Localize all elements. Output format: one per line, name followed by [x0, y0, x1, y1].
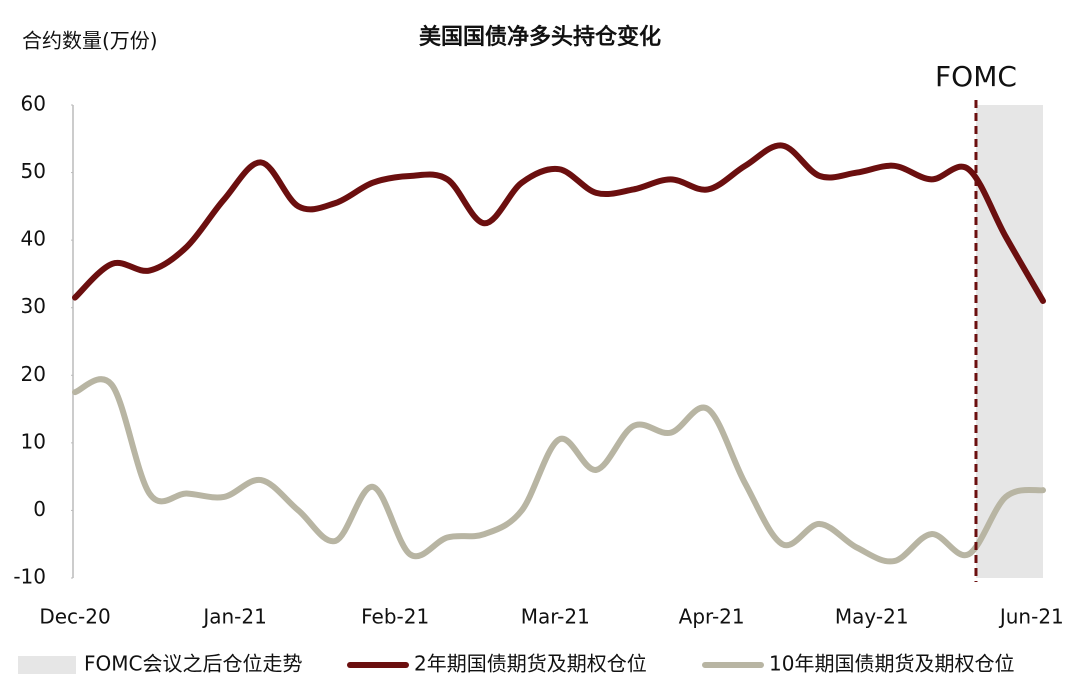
chart-title: 美国国债净多头持仓变化	[419, 24, 661, 50]
x-tick-label: Dec-20	[39, 605, 110, 629]
y-tick-label: 20	[21, 362, 46, 386]
y-tick-label: 30	[21, 294, 46, 318]
y-axis-label: 合约数量(万份)	[22, 29, 158, 53]
x-tick-label: Jun-21	[998, 605, 1064, 629]
y-tick-label: 10	[21, 429, 46, 453]
legend-swatch	[18, 656, 76, 674]
legend-label: 2年期国债期货及期权仓位	[414, 652, 647, 676]
series-line	[72, 142, 1046, 304]
y-tick-label: -10	[13, 565, 46, 589]
legend-label: 10年期国债期货及期权仓位	[769, 652, 1014, 676]
y-tick-label: 40	[21, 227, 46, 251]
x-tick-label: May-21	[835, 605, 909, 629]
x-tick-label: Apr-21	[679, 605, 745, 629]
x-tick-label: Feb-21	[361, 605, 429, 629]
y-tick-label: 60	[21, 92, 46, 116]
series-line	[72, 376, 1046, 565]
legend-label: FOMC会议之后仓位走势	[84, 652, 302, 676]
y-tick-label: 0	[33, 497, 46, 521]
y-tick-label: 50	[21, 159, 46, 183]
x-tick-label: Mar-21	[521, 605, 590, 629]
fomc-shade	[975, 105, 1043, 578]
x-tick-label: Jan-21	[201, 605, 267, 629]
fomc-label: FOMC	[935, 60, 1017, 93]
